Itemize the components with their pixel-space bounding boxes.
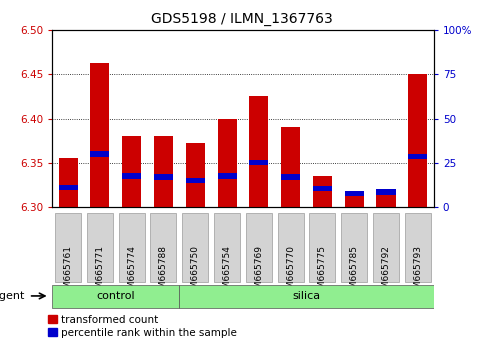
Bar [58, 158, 78, 207]
Text: GDS5198 / ILMN_1367763: GDS5198 / ILMN_1367763 [151, 12, 332, 27]
Text: agent: agent [0, 291, 25, 301]
Bar [281, 127, 300, 207]
Bar [154, 136, 173, 207]
Text: control: control [97, 291, 135, 301]
Bar [58, 185, 78, 190]
Bar [408, 74, 427, 207]
Bar [310, 213, 336, 282]
Bar [249, 97, 269, 207]
Bar [313, 176, 332, 207]
Legend: transformed count, percentile rank within the sample: transformed count, percentile rank withi… [48, 315, 237, 338]
Text: GSM665769: GSM665769 [255, 245, 263, 300]
Text: GSM665754: GSM665754 [223, 245, 231, 300]
Bar [87, 213, 113, 282]
Bar [341, 213, 367, 282]
Bar [52, 285, 179, 308]
Bar [150, 213, 176, 282]
Text: silica: silica [293, 291, 321, 301]
Text: GSM665793: GSM665793 [413, 245, 422, 300]
Text: GSM665792: GSM665792 [382, 245, 391, 300]
Text: GSM665775: GSM665775 [318, 245, 327, 300]
Bar [122, 136, 141, 207]
Text: GSM665788: GSM665788 [159, 245, 168, 300]
Bar [90, 151, 110, 156]
Bar [90, 63, 110, 207]
Text: GSM665774: GSM665774 [127, 245, 136, 300]
Bar [179, 285, 434, 308]
Bar [373, 213, 399, 282]
Text: GSM665761: GSM665761 [64, 245, 72, 300]
Bar [249, 160, 269, 165]
Text: GSM665750: GSM665750 [191, 245, 200, 300]
Bar [377, 189, 396, 195]
Bar [377, 192, 396, 207]
Bar [246, 213, 272, 282]
Bar [122, 173, 141, 179]
Bar [281, 175, 300, 180]
Bar [217, 173, 237, 179]
Text: GSM665771: GSM665771 [95, 245, 104, 300]
Bar [278, 213, 304, 282]
Bar [217, 119, 237, 207]
Text: GSM665785: GSM665785 [350, 245, 359, 300]
Bar [182, 213, 208, 282]
Bar [55, 213, 81, 282]
Bar [345, 191, 364, 196]
Bar [154, 175, 173, 180]
Bar [119, 213, 145, 282]
Bar [214, 213, 240, 282]
Bar [313, 186, 332, 191]
Bar [405, 213, 431, 282]
Bar [186, 143, 205, 207]
Bar [345, 194, 364, 207]
Bar [408, 154, 427, 159]
Text: GSM665770: GSM665770 [286, 245, 295, 300]
Bar [186, 178, 205, 183]
